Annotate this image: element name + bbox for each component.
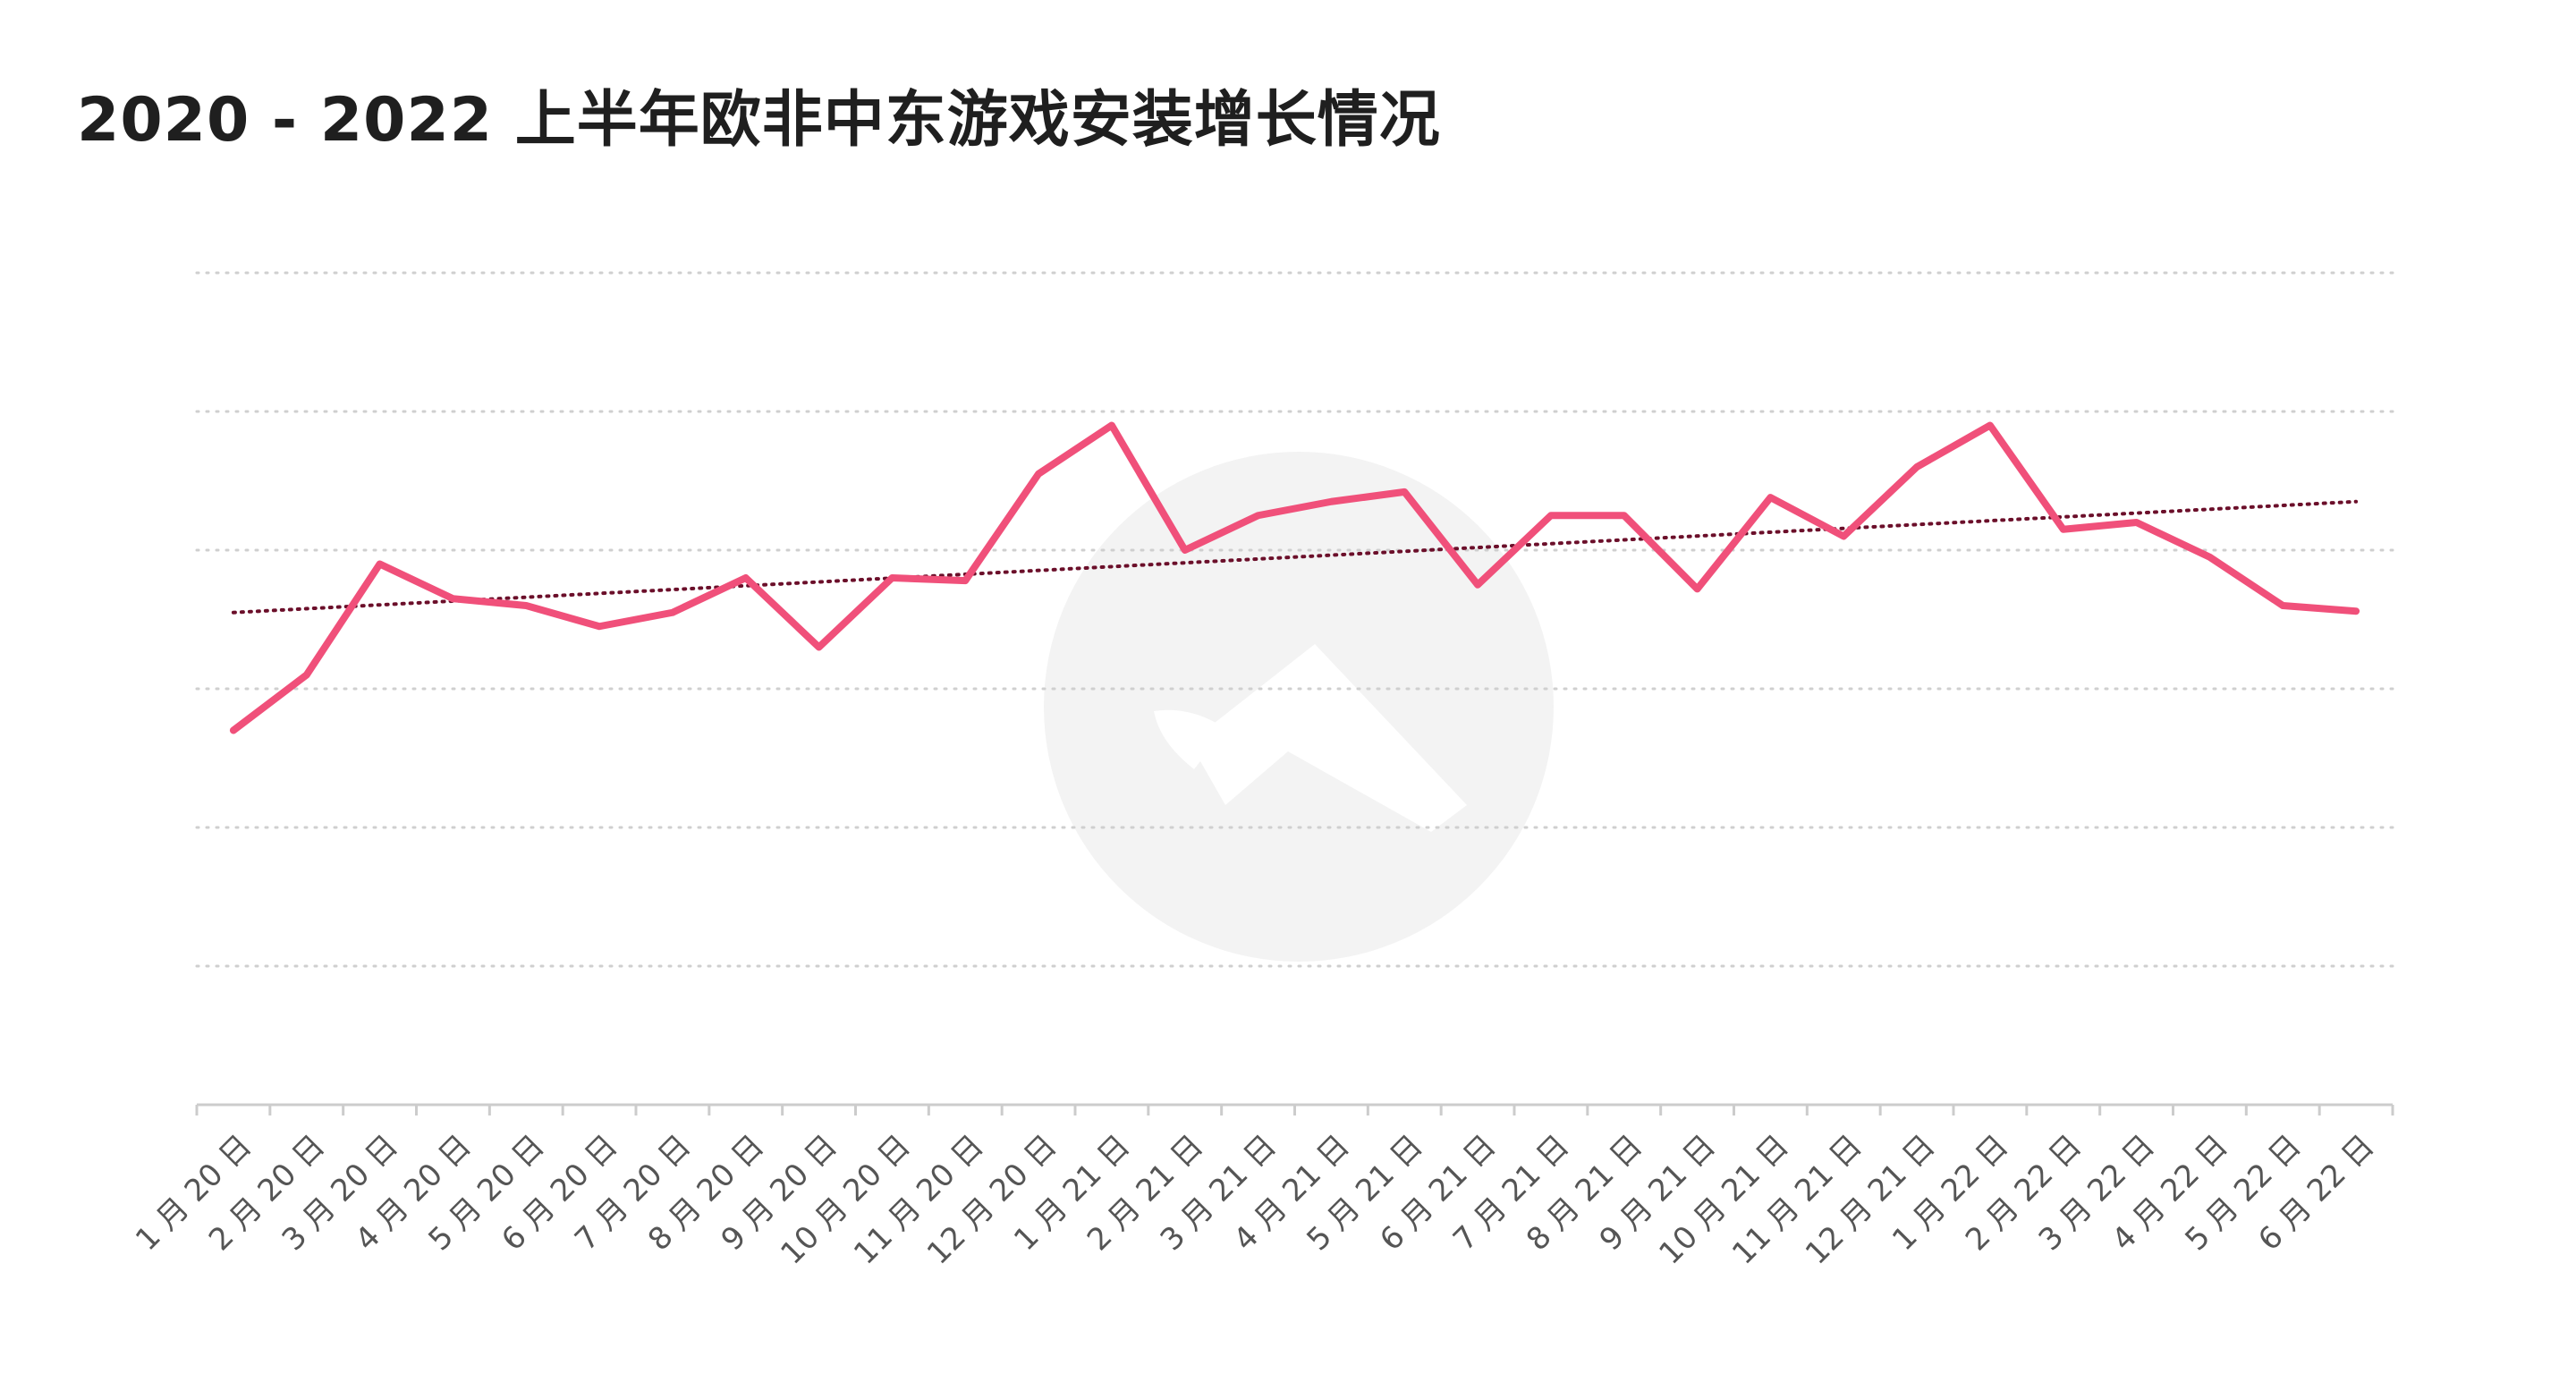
data-point (2354, 609, 2358, 613)
gridlines (195, 271, 2394, 968)
data-point (1768, 496, 1772, 499)
trendline (231, 499, 2359, 615)
data-point (1988, 424, 1992, 427)
data-point (1915, 465, 1919, 469)
data-point (1329, 500, 1333, 504)
data-point (2135, 521, 2139, 524)
data-point (2207, 556, 2211, 559)
data-point (1402, 490, 1406, 494)
data-point (818, 646, 821, 649)
data-point (963, 579, 967, 582)
data-point (890, 576, 894, 580)
data-point (1110, 424, 1114, 427)
data-point (524, 604, 528, 607)
data-point (1623, 513, 1626, 517)
data-point (2062, 528, 2065, 531)
data-point (744, 576, 748, 580)
chart-title: 2020 - 2022 上半年欧非中东游戏安装增长情况 (77, 85, 1441, 156)
data-point (451, 597, 454, 600)
data-point (1549, 513, 1553, 517)
series-line (229, 421, 2360, 734)
data-point (2281, 604, 2284, 607)
x-tick-labels: 1 月 20 日2 月 20 日3 月 20 日4 月 20 日5 月 20 日… (129, 1128, 2381, 1271)
data-point (232, 729, 235, 732)
data-point (1183, 548, 1187, 552)
watermark-logo (1044, 452, 1554, 962)
x-axis (195, 1103, 2394, 1115)
trendline-layer (231, 499, 2359, 615)
data-point (1257, 513, 1260, 517)
series-layer (229, 421, 2360, 734)
data-point (1696, 587, 1699, 590)
data-point (671, 611, 674, 615)
data-point (305, 674, 309, 676)
data-point (1037, 472, 1040, 476)
data-point (378, 563, 382, 565)
data-point (597, 624, 601, 628)
data-point (1842, 535, 1845, 538)
data-point (1476, 583, 1479, 587)
